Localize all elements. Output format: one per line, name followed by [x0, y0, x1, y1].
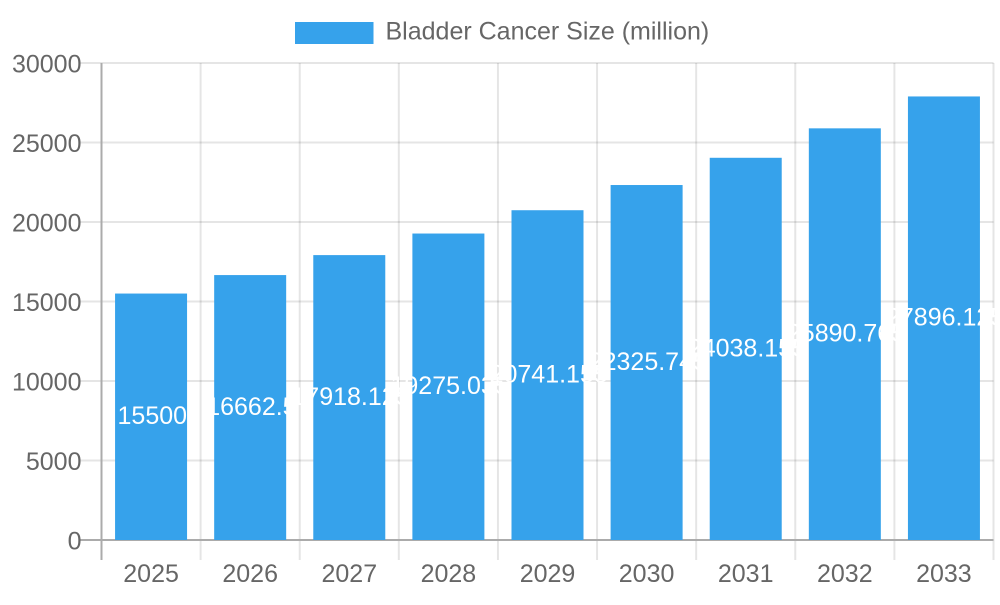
svg-text:17918.125: 17918.125 — [291, 383, 409, 411]
svg-text:25000: 25000 — [12, 130, 82, 158]
svg-text:16662.5: 16662.5 — [206, 393, 296, 421]
svg-text:10000: 10000 — [12, 368, 82, 396]
svg-text:25890.765: 25890.765 — [787, 320, 905, 348]
svg-text:2025: 2025 — [123, 560, 179, 588]
svg-text:2027: 2027 — [321, 560, 377, 588]
svg-text:Bladder Cancer Size (million): Bladder Cancer Size (million) — [386, 18, 710, 46]
svg-text:24038.155: 24038.155 — [688, 334, 806, 362]
svg-text:27896.125: 27896.125 — [886, 304, 1000, 332]
svg-text:20000: 20000 — [12, 209, 82, 237]
svg-text:2029: 2029 — [520, 560, 576, 588]
svg-text:2030: 2030 — [619, 560, 675, 588]
svg-text:30000: 30000 — [12, 50, 82, 78]
svg-text:2026: 2026 — [222, 560, 278, 588]
svg-text:2028: 2028 — [421, 560, 477, 588]
svg-text:0: 0 — [68, 527, 82, 555]
svg-text:19275.035: 19275.035 — [391, 372, 509, 400]
svg-text:2033: 2033 — [916, 560, 972, 588]
svg-text:2032: 2032 — [817, 560, 873, 588]
svg-text:22325.745: 22325.745 — [589, 348, 707, 376]
svg-text:5000: 5000 — [26, 448, 82, 476]
svg-text:20741.155: 20741.155 — [490, 361, 608, 389]
svg-text:15000: 15000 — [12, 289, 82, 317]
svg-text:2031: 2031 — [718, 560, 774, 588]
svg-text:15500: 15500 — [118, 402, 188, 430]
